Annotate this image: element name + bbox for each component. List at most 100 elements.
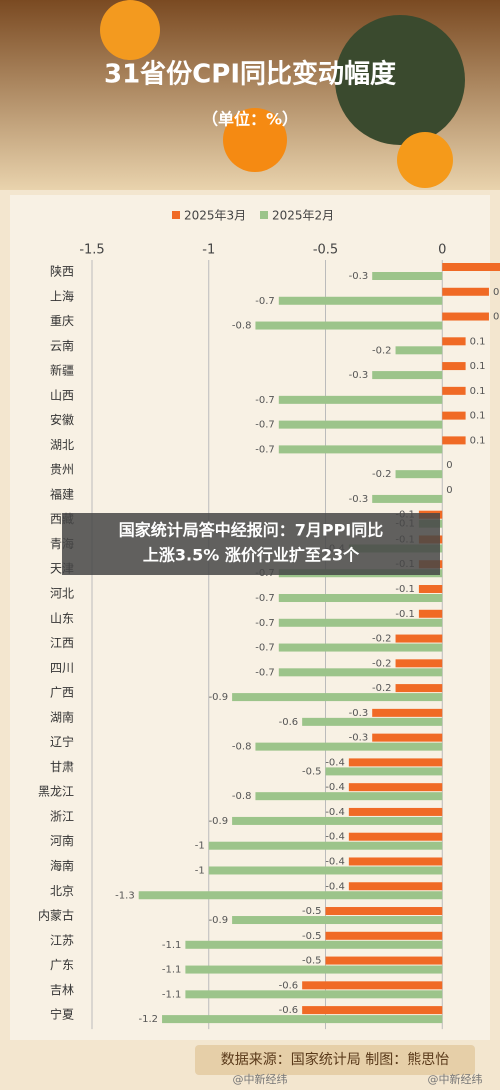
bar <box>162 1015 443 1024</box>
bar <box>325 907 443 916</box>
value-label: -0.7 <box>255 643 275 654</box>
legend-label: 2025年3月 <box>184 209 246 223</box>
bar <box>348 857 443 866</box>
decor <box>223 108 287 172</box>
bar <box>255 792 443 801</box>
bar <box>372 371 443 380</box>
y-tick-label: 湖南 <box>50 709 74 724</box>
value-label: -1.3 <box>115 890 135 901</box>
bar <box>418 609 443 618</box>
y-tick-label: 吉林 <box>50 983 74 997</box>
value-label: -0.7 <box>255 667 275 678</box>
bar <box>278 445 443 454</box>
value-label: 0.2 <box>493 312 500 323</box>
y-tick-label: 黑龙江 <box>38 785 74 799</box>
value-label: -0.8 <box>232 742 252 753</box>
bar <box>442 436 466 445</box>
bar <box>185 965 443 974</box>
value-label: -0.7 <box>255 420 275 431</box>
bar <box>185 990 443 999</box>
y-tick-label: 重庆 <box>50 314 74 328</box>
bar <box>395 634 443 643</box>
value-label: -0.3 <box>349 733 369 744</box>
bar <box>208 841 443 850</box>
y-tick-label: 广西 <box>50 686 74 700</box>
bar <box>208 866 443 875</box>
y-tick-label: 北京 <box>50 884 74 898</box>
value-label: -1 <box>195 865 205 876</box>
value-label: -0.3 <box>349 708 369 719</box>
bar <box>278 668 443 677</box>
bar <box>395 470 443 479</box>
y-tick-label: 湖北 <box>50 437 74 452</box>
y-tick-label: 内蒙古 <box>38 908 74 923</box>
footer-box <box>195 1045 475 1075</box>
value-label: -0.7 <box>255 618 275 629</box>
watermark: @中新经纬 <box>233 1072 288 1086</box>
decor <box>100 0 160 60</box>
value-label: -0.4 <box>325 856 345 867</box>
value-label: -1.1 <box>162 989 182 1000</box>
y-tick-label: 河北 <box>50 587 74 601</box>
plot: -1.5-1-0.502025年3月2025年2月陕西0.4-0.3上海0.2-… <box>38 209 500 1030</box>
value-label: -0.8 <box>232 321 252 332</box>
bar <box>395 659 443 668</box>
y-tick-label: 浙江 <box>50 809 74 823</box>
bar <box>325 956 443 965</box>
bar <box>232 916 443 925</box>
value-label: -1 <box>195 841 205 852</box>
value-label: -0.2 <box>372 634 392 645</box>
bar <box>442 362 466 371</box>
bar <box>442 263 500 271</box>
value-label: -1.2 <box>139 1014 159 1025</box>
value-label: -0.7 <box>255 593 275 604</box>
bar <box>302 717 443 726</box>
bar <box>372 272 443 280</box>
value-label: -0.4 <box>325 807 345 818</box>
overlay-text: 国家统计局答中经报问：7月PPI同比 <box>119 521 384 540</box>
value-label: 0.1 <box>470 361 486 372</box>
bar <box>325 931 443 940</box>
y-tick-label: 江西 <box>50 636 74 650</box>
bar <box>395 684 443 693</box>
value-label: 0.2 <box>493 287 500 298</box>
y-tick-label: 安徽 <box>50 412 74 427</box>
bar <box>232 693 443 702</box>
value-label: -0.2 <box>372 658 392 669</box>
bar <box>348 807 443 816</box>
value-label: -0.7 <box>255 444 275 455</box>
x-tick-label: -1 <box>202 243 215 258</box>
overlay-box <box>62 513 440 575</box>
x-tick-label: -1.5 <box>79 243 104 258</box>
bar <box>302 1006 443 1015</box>
bar <box>442 287 489 296</box>
y-tick-label: 宁夏 <box>50 1007 74 1022</box>
value-label: -0.6 <box>279 1005 299 1016</box>
value-label: -0.2 <box>372 345 392 356</box>
value-label: -0.5 <box>302 766 322 777</box>
legend-swatch <box>260 211 268 219</box>
y-tick-label: 贵州 <box>50 463 74 477</box>
bar <box>185 940 443 949</box>
bar <box>442 411 466 420</box>
value-label: -0.8 <box>232 791 252 802</box>
value-label: -0.4 <box>325 782 345 793</box>
bar <box>255 321 443 330</box>
value-label: -0.3 <box>349 271 369 282</box>
bar <box>418 585 443 594</box>
value-label: -0.9 <box>209 816 229 827</box>
value-label: -0.2 <box>372 469 392 480</box>
value-label: -0.4 <box>325 757 345 768</box>
value-label: -0.3 <box>349 370 369 381</box>
bar <box>442 386 466 395</box>
y-tick-label: 新疆 <box>50 363 74 378</box>
value-label: -0.5 <box>302 956 322 967</box>
bar <box>278 594 443 603</box>
bar <box>278 420 443 429</box>
bar <box>348 882 443 891</box>
bar <box>278 296 443 305</box>
bar <box>348 783 443 792</box>
value-label: -0.1 <box>395 609 415 620</box>
value-label: -0.5 <box>302 906 322 917</box>
